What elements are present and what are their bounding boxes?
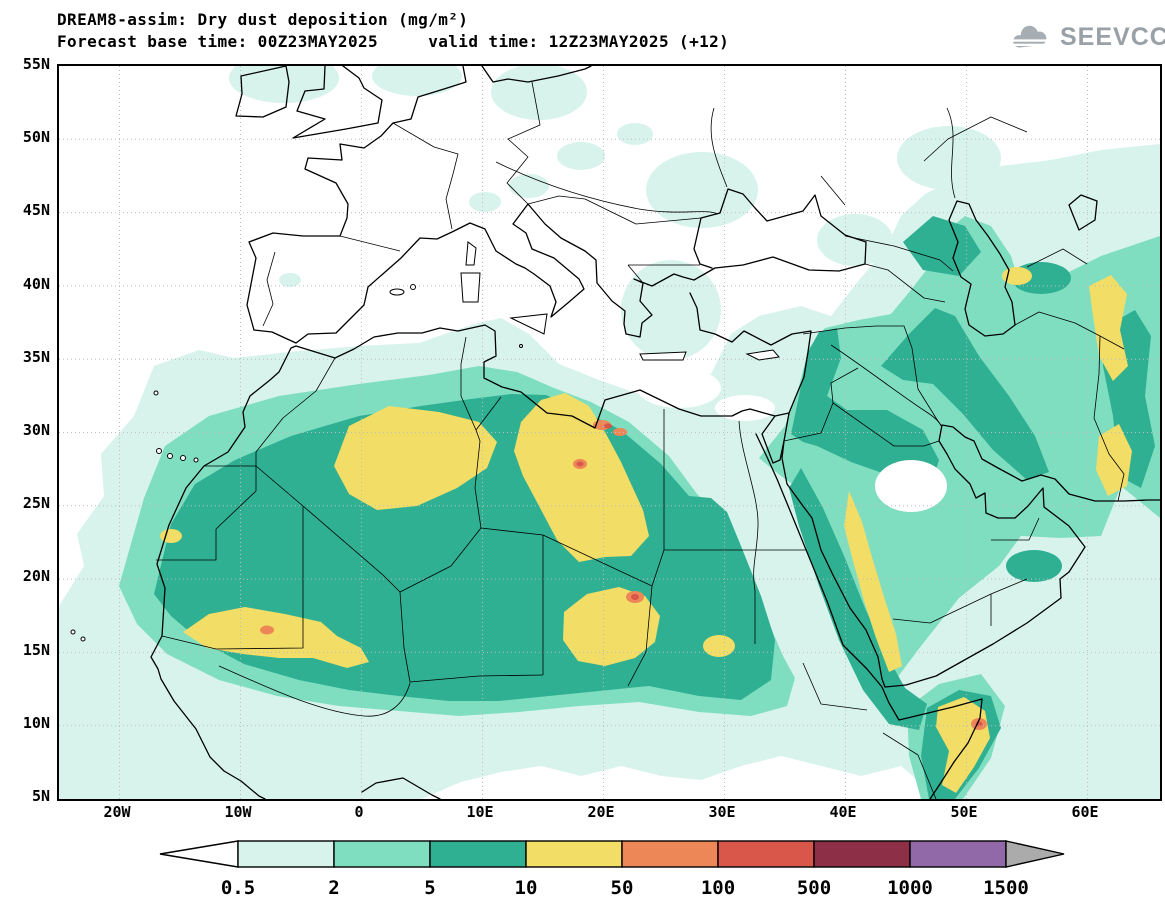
borders-layer — [156, 81, 1125, 800]
colorbar-tick: 10 — [515, 877, 538, 899]
colorbar-tick: 0.5 — [221, 877, 255, 899]
x-axis-label: 30E — [708, 803, 736, 821]
y-axis-label: 35N — [22, 348, 50, 366]
colorbar-above-arrow — [1005, 840, 1065, 868]
dust-map — [59, 53, 1161, 800]
colorbar-tick: 1500 — [983, 877, 1029, 899]
colorbar-tick: 2 — [328, 877, 339, 899]
y-axis-label: 5N — [31, 787, 50, 805]
logo-text: SEEVCCC — [1060, 22, 1165, 51]
dust-fill-layer — [59, 53, 1160, 799]
title-line-2: Forecast base time: 00Z23MAY2025 valid t… — [57, 32, 730, 51]
y-axis-label: 20N — [22, 567, 50, 585]
plot-titles: DREAM8-assim: Dry dust deposition (mg/m²… — [57, 9, 729, 53]
colorbar-tick: 50 — [611, 877, 634, 899]
title-line-1: DREAM8-assim: Dry dust deposition (mg/m²… — [57, 10, 469, 29]
x-axis-label: 60E — [1071, 803, 1099, 821]
y-axis-label: 15N — [22, 641, 50, 659]
x-axis-label: 10W — [224, 803, 252, 821]
x-axis-label: 50E — [950, 803, 978, 821]
x-axis-label: 40E — [829, 803, 857, 821]
seevccc-logo: SEEVCCC — [1008, 22, 1165, 52]
map-frame — [57, 53, 1162, 801]
colorbar-tick: 500 — [797, 877, 831, 899]
y-axis-label: 55N — [22, 55, 50, 73]
colorbar-tick: 100 — [701, 877, 735, 899]
colorbar-below-arrow — [159, 840, 239, 868]
x-axis-label: 20E — [587, 803, 615, 821]
coastline-layer — [150, 65, 1161, 800]
y-axis-label: 45N — [22, 201, 50, 219]
y-axis-label: 50N — [22, 128, 50, 146]
islands-layer — [70, 241, 780, 642]
y-axis-label: 40N — [22, 275, 50, 293]
y-axis-label: 10N — [22, 714, 50, 732]
colorbar-segments — [159, 840, 1065, 868]
x-axis-label: 0 — [354, 803, 364, 821]
colorbar-tick: 1000 — [887, 877, 933, 899]
colorbar: 0.5 2 5 10 50 100 500 1000 1500 — [159, 840, 1065, 899]
colorbar-tick: 5 — [424, 877, 435, 899]
y-axis-label: 25N — [22, 494, 50, 512]
cloud-icon — [1010, 25, 1050, 48]
y-axis-label: 30N — [22, 421, 50, 439]
x-axis-label: 10E — [466, 803, 494, 821]
rivers-layer — [218, 107, 956, 717]
x-axis-label: 20W — [103, 803, 131, 821]
colorbar-tick-labels: 0.5 2 5 10 50 100 500 1000 1500 — [221, 877, 1029, 899]
